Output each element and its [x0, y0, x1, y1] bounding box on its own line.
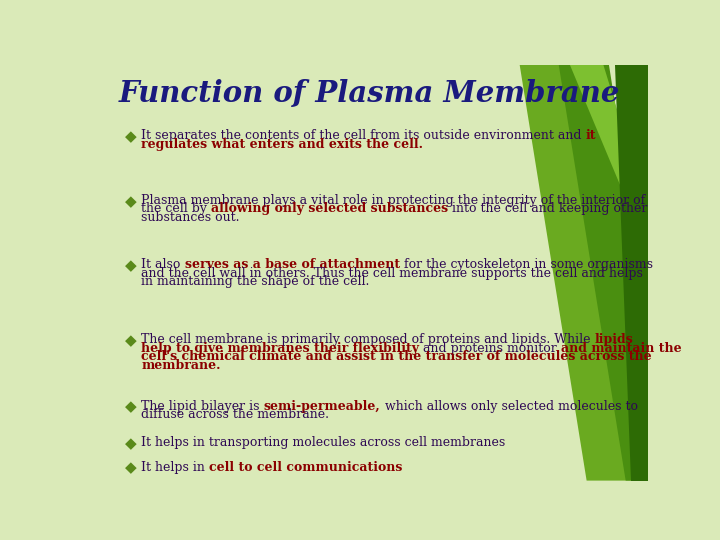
Polygon shape — [559, 65, 648, 481]
Text: ◆: ◆ — [125, 461, 136, 476]
Text: ◆: ◆ — [125, 129, 136, 144]
Text: lipids: lipids — [595, 333, 634, 346]
Text: and proteins monitor: and proteins monitor — [419, 342, 561, 355]
Text: The cell membrane is primarily composed of proteins and lipids. While: The cell membrane is primarily composed … — [141, 333, 595, 346]
Text: membrane.: membrane. — [141, 359, 221, 372]
Text: serves as a base of attachment: serves as a base of attachment — [185, 258, 400, 271]
Text: regulates what enters and exits the cell.: regulates what enters and exits the cell… — [141, 138, 423, 151]
Text: ◆: ◆ — [125, 194, 136, 208]
Text: ◆: ◆ — [125, 258, 136, 273]
Text: for the cytoskeleton in some organisms: for the cytoskeleton in some organisms — [400, 258, 653, 271]
Text: cell to cell communications: cell to cell communications — [210, 461, 402, 474]
Text: Function of Plasma Membrane: Function of Plasma Membrane — [118, 79, 620, 109]
Text: It also: It also — [141, 258, 185, 271]
Text: ◆: ◆ — [125, 333, 136, 348]
Text: substances out.: substances out. — [141, 211, 240, 224]
Polygon shape — [615, 65, 648, 481]
Polygon shape — [570, 65, 648, 252]
Text: allowing only selected substances: allowing only selected substances — [212, 202, 449, 215]
Text: It helps in: It helps in — [141, 461, 210, 474]
Text: It separates the contents of the cell from its outside environment and: It separates the contents of the cell fr… — [141, 129, 586, 142]
Text: ◆: ◆ — [125, 436, 136, 451]
Text: diffuse across the membrane.: diffuse across the membrane. — [141, 408, 329, 421]
Text: The lipid bilayer is: The lipid bilayer is — [141, 400, 264, 413]
Text: Plasma membrane plays a vital role in protecting the integrity of the interior o: Plasma membrane plays a vital role in pr… — [141, 194, 646, 207]
Text: and the cell wall in others. Thus the cell membrane supports the cell and helps: and the cell wall in others. Thus the ce… — [141, 267, 643, 280]
Polygon shape — [520, 65, 631, 481]
Text: which allows only selected molecules to: which allows only selected molecules to — [381, 400, 638, 413]
Text: in maintaining the shape of the cell.: in maintaining the shape of the cell. — [141, 275, 369, 288]
Text: help to give membranes their flexibility: help to give membranes their flexibility — [141, 342, 419, 355]
Text: It helps in transporting molecules across cell membranes: It helps in transporting molecules acros… — [141, 436, 505, 449]
Text: the cell by: the cell by — [141, 202, 212, 215]
Text: ◆: ◆ — [125, 400, 136, 415]
Text: semi-permeable,: semi-permeable, — [264, 400, 381, 413]
Text: it: it — [586, 129, 596, 142]
Text: and maintain the: and maintain the — [561, 342, 682, 355]
Text: cell's chemical climate and assist in the transfer of molecules across the: cell's chemical climate and assist in th… — [141, 350, 652, 363]
Text: into the cell and keeping other: into the cell and keeping other — [449, 202, 648, 215]
